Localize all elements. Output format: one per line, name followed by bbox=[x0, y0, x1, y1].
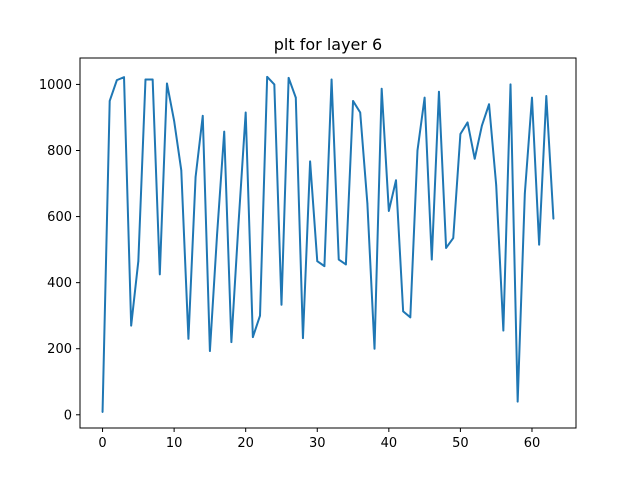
data-point bbox=[481, 124, 483, 127]
data-point bbox=[173, 119, 175, 122]
data-point bbox=[438, 90, 440, 93]
data-point bbox=[388, 210, 390, 212]
y-tick-label: 0 bbox=[64, 408, 72, 423]
x-tick-label: 40 bbox=[381, 436, 398, 451]
data-point bbox=[552, 218, 555, 220]
data-point bbox=[345, 263, 347, 266]
data-point bbox=[166, 82, 168, 85]
data-point bbox=[423, 96, 426, 99]
data-point bbox=[130, 324, 132, 327]
data-point bbox=[151, 78, 154, 81]
data-point bbox=[216, 233, 218, 236]
data-point bbox=[488, 103, 490, 106]
x-tick-label: 60 bbox=[524, 436, 541, 451]
data-point bbox=[337, 258, 340, 261]
data-point bbox=[380, 87, 383, 90]
data-point bbox=[123, 76, 125, 78]
x-tick-label: 20 bbox=[237, 436, 254, 451]
data-point bbox=[237, 222, 240, 224]
data-point bbox=[209, 350, 211, 352]
data-point bbox=[452, 237, 455, 239]
data-point bbox=[223, 130, 226, 133]
data-point bbox=[352, 100, 354, 102]
x-tick-label: 0 bbox=[98, 436, 106, 451]
data-point bbox=[402, 310, 404, 313]
data-point bbox=[287, 77, 290, 79]
data-point bbox=[531, 96, 533, 99]
data-point bbox=[294, 96, 297, 99]
data-point bbox=[144, 78, 147, 81]
data-point bbox=[316, 260, 319, 262]
data-point bbox=[323, 265, 326, 267]
data-point bbox=[466, 121, 469, 124]
data-point bbox=[545, 95, 548, 97]
x-tick-label: 10 bbox=[166, 436, 183, 451]
x-axis: 0 10 20 30 40 50 60 bbox=[98, 428, 540, 451]
data-point bbox=[108, 100, 111, 102]
plot-area bbox=[101, 75, 555, 413]
data-point bbox=[366, 202, 369, 205]
data-point bbox=[495, 184, 498, 186]
data-point bbox=[101, 411, 104, 413]
data-point bbox=[201, 115, 204, 117]
data-point bbox=[430, 258, 433, 261]
chart-title: plt for layer 6 bbox=[274, 35, 382, 54]
data-point bbox=[516, 400, 519, 403]
data-point bbox=[194, 176, 197, 178]
y-tick-label: 200 bbox=[47, 342, 72, 357]
data-point bbox=[330, 78, 333, 81]
data-point bbox=[187, 338, 190, 340]
data-point bbox=[373, 347, 376, 350]
data-point bbox=[395, 179, 397, 182]
data-point bbox=[266, 76, 268, 78]
y-tick-label: 400 bbox=[47, 276, 72, 291]
y-axis: 0 200 400 600 800 1000 bbox=[39, 78, 80, 423]
data-point bbox=[230, 341, 233, 343]
data-point bbox=[159, 273, 161, 276]
data-point bbox=[273, 83, 276, 86]
data-point bbox=[459, 133, 462, 135]
data-point bbox=[137, 260, 140, 262]
y-tick-label: 600 bbox=[47, 210, 72, 225]
data-point bbox=[473, 157, 476, 160]
y-tick-label: 1000 bbox=[39, 78, 72, 93]
data-point bbox=[116, 79, 118, 81]
data-point bbox=[538, 243, 540, 246]
axes-frame bbox=[79, 57, 577, 429]
series-line-0 bbox=[101, 75, 555, 413]
data-point bbox=[416, 149, 419, 152]
data-point bbox=[445, 247, 447, 249]
x-tick-label: 30 bbox=[309, 436, 326, 451]
y-tick-label: 800 bbox=[47, 144, 72, 159]
data-point bbox=[259, 314, 261, 317]
data-point bbox=[302, 337, 304, 339]
data-point bbox=[309, 160, 311, 163]
data-point bbox=[252, 336, 254, 338]
data-point bbox=[509, 83, 512, 86]
data-point bbox=[359, 111, 362, 114]
data-point bbox=[180, 169, 183, 172]
data-point bbox=[244, 111, 247, 114]
data-point bbox=[280, 303, 283, 306]
data-point bbox=[502, 329, 505, 332]
x-tick-label: 50 bbox=[452, 436, 469, 451]
data-point bbox=[524, 192, 526, 195]
data-point bbox=[409, 316, 412, 319]
